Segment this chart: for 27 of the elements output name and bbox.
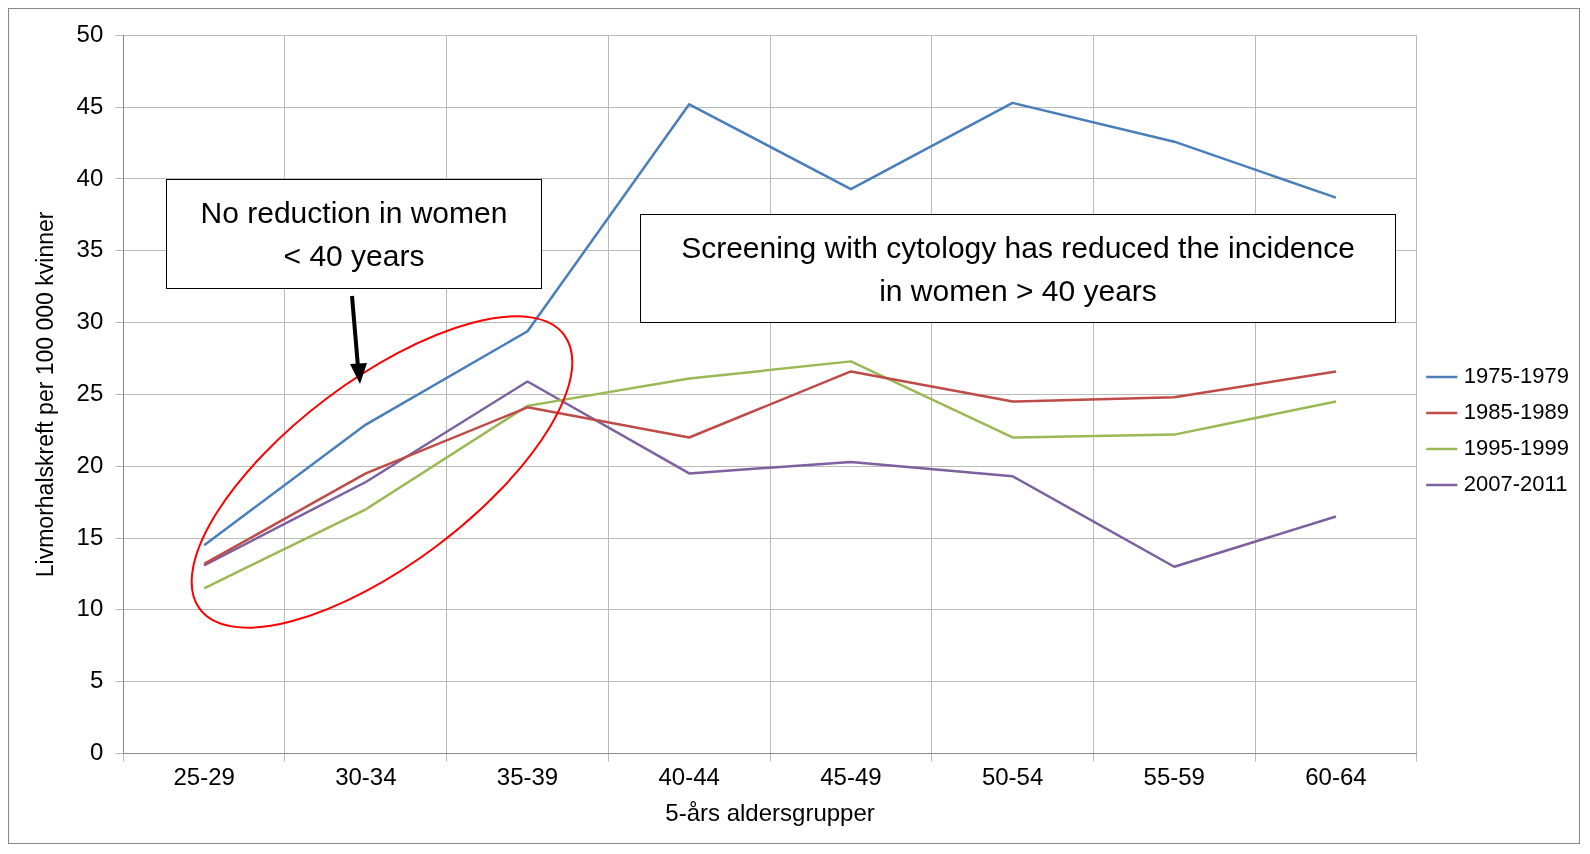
y-tick-label: 50 [76, 20, 104, 48]
y-tick-label: 25 [76, 379, 104, 407]
x-axis-title: 5-års aldersgrupper [665, 799, 875, 827]
x-tick-label: 35-39 [496, 763, 559, 791]
x-tick-label: 40-44 [658, 763, 720, 791]
x-tick-label: 50-54 [981, 763, 1044, 791]
x-tick-label: 60-64 [1305, 763, 1367, 791]
x-tick-label: 30-34 [335, 763, 397, 791]
y-tick-label: 45 [76, 91, 104, 119]
y-tick-label: 40 [76, 163, 104, 191]
x-tick-label: 55-59 [1143, 763, 1205, 791]
y-tick-label: 10 [76, 594, 104, 622]
y-tick-label: 30 [76, 307, 104, 335]
y-tick-label: 15 [76, 522, 104, 550]
legend-label: 2007-2011 [1463, 471, 1568, 497]
legend-label: 1975-1979 [1463, 363, 1570, 389]
x-tick-label: 45-49 [820, 763, 882, 791]
legend-label: 1995-1999 [1463, 435, 1570, 461]
y-tick-label: 20 [76, 450, 104, 478]
y-axis-title: Livmorhalskreft per 100 000 kvinner [32, 211, 59, 578]
y-tick-label: 35 [76, 235, 104, 263]
annotation: Screening with cytology has reduced the incidence in women > 40 years [640, 214, 1396, 323]
y-tick-label: 5 [89, 666, 104, 694]
annotation: No reduction in women < 40 years [166, 179, 542, 289]
legend-label: 1985-1989 [1463, 399, 1570, 425]
x-tick-label: 25-29 [173, 763, 235, 791]
y-tick-label: 0 [89, 738, 104, 766]
